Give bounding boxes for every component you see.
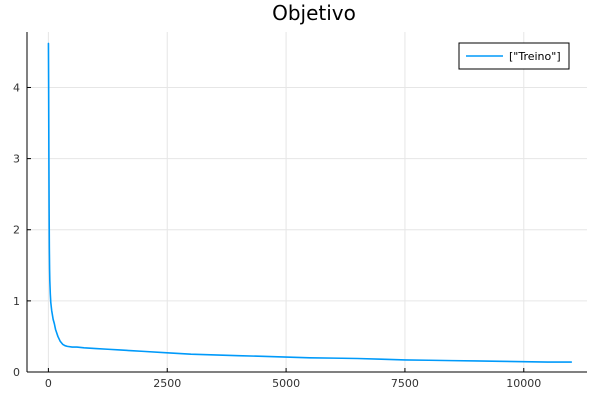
y-tick-label: 1	[13, 295, 20, 308]
x-tick-label: 2500	[153, 377, 181, 390]
x-tick-label: 10000	[506, 377, 541, 390]
y-tick-label: 2	[13, 224, 20, 237]
y-tick-label: 3	[13, 153, 20, 166]
legend-box	[458, 42, 570, 70]
x-tick-label: 7500	[391, 377, 419, 390]
y-tick-label: 4	[13, 81, 20, 94]
chart-title: Objetivo	[272, 1, 356, 25]
legend: ["Treino"]	[458, 42, 570, 70]
legend-label-treino: ["Treino"]	[509, 50, 561, 63]
series-line-treino	[47, 42, 573, 363]
ticks: 0 2500 5000 7500 10000 0 1 2 3 4	[13, 81, 541, 390]
axes	[26, 32, 587, 373]
series-layer	[47, 42, 573, 363]
x-tick-label: 5000	[272, 377, 300, 390]
x-tick-label: 0	[45, 377, 52, 390]
y-tick-label: 0	[13, 366, 20, 379]
